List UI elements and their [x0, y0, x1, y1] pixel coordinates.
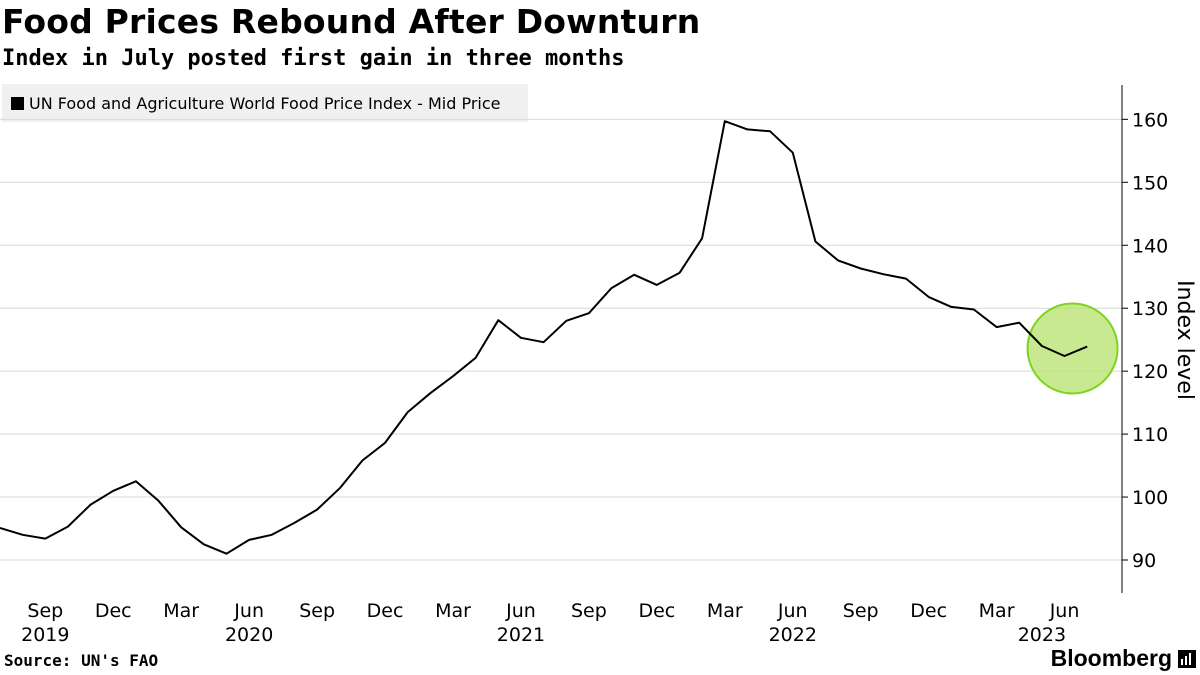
y-tick-label: 160	[1132, 109, 1168, 131]
x-tick-label: Jun	[233, 600, 264, 622]
axes: 90 100 110 120 130 140 150 160 Index level Sep Dec…	[21, 85, 1197, 646]
series-line-0	[0, 120, 1088, 555]
x-tick-label: Sep	[571, 600, 607, 622]
highlight-layer	[1026, 302, 1119, 395]
series-layer	[0, 120, 1088, 555]
legend-swatch	[11, 96, 24, 110]
x-year-label: 2020	[225, 624, 273, 646]
x-year-label: 2023	[1018, 624, 1066, 646]
x-tick-label: Sep	[27, 600, 63, 622]
brand-name: Bloomberg	[1050, 645, 1172, 671]
x-tick-label: Mar	[163, 600, 199, 622]
x-tick-label: Jun	[1049, 600, 1080, 622]
y-tick-label: 150	[1132, 172, 1168, 194]
source-note: Source: UN's FAO	[4, 651, 159, 670]
grid-lines	[0, 118, 1122, 561]
x-tick-label: Mar	[435, 600, 471, 622]
y-tick-label: 100	[1132, 487, 1168, 509]
highlight-circle	[1026, 302, 1119, 395]
x-tick-label: Sep	[299, 600, 335, 622]
y-axis-label: Index level	[1172, 280, 1197, 400]
x-tick-label: Dec	[367, 600, 404, 622]
chart-subtitle: Index in July posted first gain in three…	[2, 46, 625, 71]
x-tick-label: Jun	[505, 600, 536, 622]
chart-legend: UN Food and Agriculture World Food Price…	[2, 84, 528, 122]
y-tick-label: 110	[1132, 424, 1168, 446]
y-tick-label: 130	[1132, 298, 1168, 320]
x-tick-label: Dec	[638, 600, 675, 622]
y-tick-label: 140	[1132, 235, 1168, 257]
x-year-label: 2022	[769, 624, 817, 646]
x-year-label: 2019	[21, 624, 69, 646]
chart-title: Food Prices Rebound After Downturn	[2, 2, 701, 41]
x-tick-label: Sep	[843, 600, 879, 622]
legend-label: UN Food and Agriculture World Food Price…	[29, 93, 501, 113]
x-tick-label: Dec	[95, 600, 132, 622]
x-year-label: 2021	[497, 624, 545, 646]
x-tick-label: Mar	[979, 600, 1015, 622]
x-tick-label: Dec	[910, 600, 947, 622]
x-tick-label: Jun	[777, 600, 808, 622]
y-tick-label: 90	[1132, 550, 1156, 572]
bloomberg-terminal-icon	[1178, 649, 1196, 668]
brand-logo: Bloomberg	[1051, 645, 1196, 672]
y-tick-label: 120	[1132, 361, 1168, 383]
x-tick-label: Mar	[707, 600, 743, 622]
